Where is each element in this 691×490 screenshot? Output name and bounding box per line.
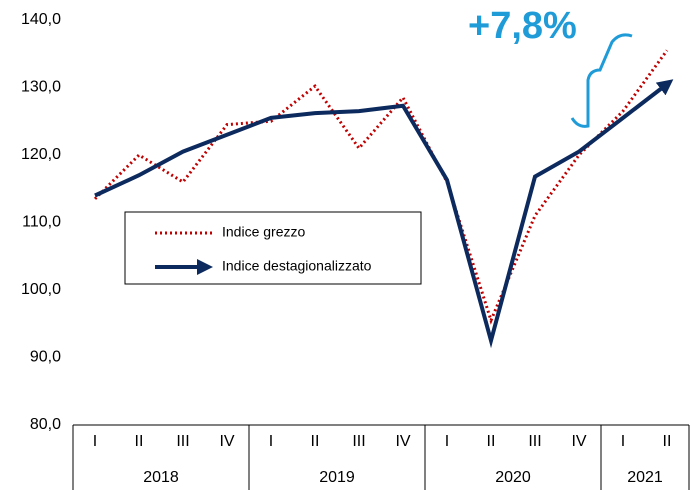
x-tick-label: I <box>269 433 273 450</box>
annotation: +7,8% <box>468 5 577 47</box>
x-group-label: 2018 <box>143 469 179 486</box>
x-tick-label: II <box>663 433 672 450</box>
y-tick-label: 90,0 <box>30 349 61 366</box>
y-tick-label: 110,0 <box>22 214 61 231</box>
x-tick-label: I <box>445 433 449 450</box>
x-group-label: 2019 <box>319 469 355 486</box>
y-tick-label: 100,0 <box>21 281 61 298</box>
x-tick-label: IV <box>395 433 410 450</box>
x-group-label: 2020 <box>495 469 531 486</box>
x-group-label: 2021 <box>627 469 663 486</box>
y-tick-label: 120,0 <box>21 146 61 163</box>
x-tick-label: III <box>528 433 541 450</box>
y-tick-label: 140,0 <box>21 11 61 28</box>
x-tick-label: II <box>311 433 320 450</box>
y-tick-label: 130,0 <box>21 79 61 96</box>
x-tick-label: II <box>487 433 496 450</box>
series-line <box>94 79 674 349</box>
x-tick-label: III <box>176 433 189 450</box>
x-tick-label: I <box>93 433 97 450</box>
x-tick-label: IV <box>219 433 234 450</box>
legend-label: Indice destagionalizzato <box>222 258 372 274</box>
legend-label: Indice grezzo <box>222 224 305 240</box>
legend <box>124 211 422 285</box>
x-tick-label: I <box>621 433 625 450</box>
x-tick-label: III <box>352 433 365 450</box>
y-tick-label: 80,0 <box>30 416 61 433</box>
x-tick-label: II <box>135 433 144 450</box>
bracket <box>570 33 633 128</box>
series-line <box>93 49 669 325</box>
x-tick-label: IV <box>571 433 586 450</box>
